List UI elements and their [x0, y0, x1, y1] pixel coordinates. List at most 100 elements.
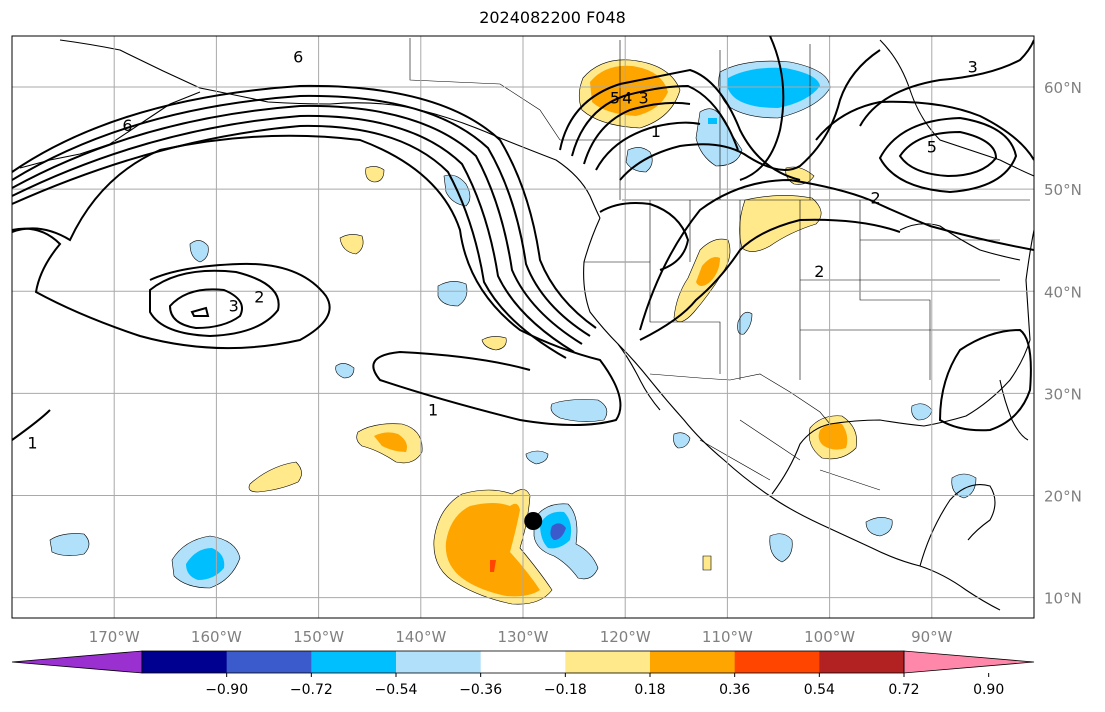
- contour-label: 1: [651, 122, 661, 141]
- contour-line: [878, 116, 1018, 194]
- contour-line: [12, 227, 331, 350]
- contour-line: [938, 328, 1032, 432]
- contour-label: 2: [870, 188, 880, 207]
- longitude-tick-label: 140°W: [395, 628, 446, 646]
- contour-label: 4: [622, 88, 632, 107]
- colorbar-extend-high: [903, 650, 1035, 674]
- contour-line: [815, 100, 1034, 161]
- coastline-alaska: [59, 39, 601, 219]
- contour-line: [619, 49, 881, 181]
- map-frame: [11, 35, 1035, 619]
- latitude-tick-label: 60°N: [1044, 79, 1082, 97]
- shaded-region: [739, 195, 822, 252]
- contour-label: 6: [122, 116, 132, 135]
- contour-line: [559, 68, 801, 181]
- colorbar-tick-label: −0.90: [205, 682, 248, 698]
- contour-label: 2: [254, 287, 264, 306]
- coastline-west-us: [583, 217, 1001, 611]
- contour-label: 2: [814, 262, 824, 281]
- shaded-region: [365, 166, 385, 183]
- longitude-tick-label: 100°W: [804, 628, 855, 646]
- longitude-tick-label: 160°W: [191, 628, 242, 646]
- colorbar-segment: [565, 651, 651, 673]
- colorbar-outline: [141, 650, 905, 674]
- colorbar-segment: [734, 651, 820, 673]
- coastline-baja: [617, 343, 661, 411]
- contour-line: [168, 288, 243, 330]
- latitude-labels: 60°N 50°N 40°N 30°N 20°N 10°N: [1044, 79, 1082, 608]
- colorbar-segment: [650, 651, 736, 673]
- shaded-region: [335, 363, 355, 379]
- contour-label: 5: [610, 88, 620, 107]
- shaded-region: [248, 461, 302, 493]
- latitude-tick-label: 20°N: [1044, 487, 1082, 505]
- contour-line: [739, 36, 785, 181]
- colorbar-segment: [226, 651, 312, 673]
- shaded-region: [696, 257, 720, 286]
- contour-line: [12, 94, 591, 337]
- longitude-tick-label: 120°W: [600, 628, 651, 646]
- contour-label: 1: [27, 433, 37, 452]
- longitude-tick-label: 130°W: [498, 628, 549, 646]
- contour-line: [639, 178, 1034, 331]
- shaded-region: [865, 517, 893, 537]
- contour-line: [190, 306, 210, 317]
- shaded-region: [550, 523, 566, 540]
- shaded-region: [673, 432, 691, 449]
- border-provinces: [560, 40, 811, 200]
- shaded-region: [437, 281, 468, 307]
- shaded-region: [702, 555, 712, 571]
- contour-label: 1: [428, 401, 438, 420]
- shaded-region: [445, 503, 540, 597]
- colorbar-tick-label: 0.54: [804, 682, 835, 698]
- shaded-region: [818, 422, 848, 450]
- shaded-region: [726, 67, 820, 108]
- shaded-region: [374, 432, 407, 452]
- shaded-region: [490, 560, 496, 572]
- shaded-region: [481, 336, 507, 351]
- colorbar-segment: [311, 651, 397, 673]
- shaded-anomaly-layer: [49, 59, 977, 605]
- contour-line: [12, 104, 583, 345]
- location-marker: [524, 512, 543, 530]
- contour-label: 3: [229, 297, 239, 316]
- contour-label: 5: [927, 137, 937, 156]
- coastline-east: [1025, 229, 1034, 341]
- colorbar-tick-label: −0.18: [544, 682, 587, 698]
- shaded-region: [708, 118, 717, 124]
- coastline-great-lakes: [899, 223, 1021, 261]
- shaded-region: [911, 403, 933, 421]
- longitude-tick-label: 90°W: [911, 628, 953, 646]
- contour-line: [12, 114, 575, 353]
- colorbar-tick-label: −0.36: [459, 682, 502, 698]
- contour-line: [12, 134, 622, 426]
- border-layer: [409, 38, 1030, 491]
- contour-line: [859, 39, 1034, 127]
- contour-line: [583, 101, 691, 165]
- contour-line: [599, 202, 690, 271]
- latitude-tick-label: 10°N: [1044, 590, 1082, 608]
- shaded-region: [737, 311, 753, 335]
- colorbar-tick-label: 0.18: [634, 682, 665, 698]
- border-states-2: [649, 200, 801, 380]
- colorbar-segment: [480, 651, 566, 673]
- shaded-region: [695, 108, 743, 167]
- colorbar-tick-label: 0.72: [888, 682, 919, 698]
- colorbar-extend-low: [11, 650, 143, 674]
- shaded-region: [186, 548, 225, 580]
- shaded-region: [49, 533, 90, 556]
- latitude-tick-label: 30°N: [1044, 385, 1082, 403]
- shaded-region: [625, 147, 653, 173]
- contour-label: 6: [293, 47, 303, 66]
- shaded-region: [769, 533, 793, 563]
- contour-layer: [12, 36, 1034, 441]
- coastline-yucatan: [919, 484, 996, 567]
- contour-line: [12, 84, 597, 329]
- colorbar-tick-label: −0.72: [290, 682, 333, 698]
- longitude-labels: 170°W 160°W 150°W 140°W 130°W 120°W 110°W 100°W…: [89, 628, 953, 646]
- contour-label: 3: [968, 58, 978, 77]
- longitude-tick-label: 170°W: [89, 628, 140, 646]
- contour-line: [898, 130, 998, 178]
